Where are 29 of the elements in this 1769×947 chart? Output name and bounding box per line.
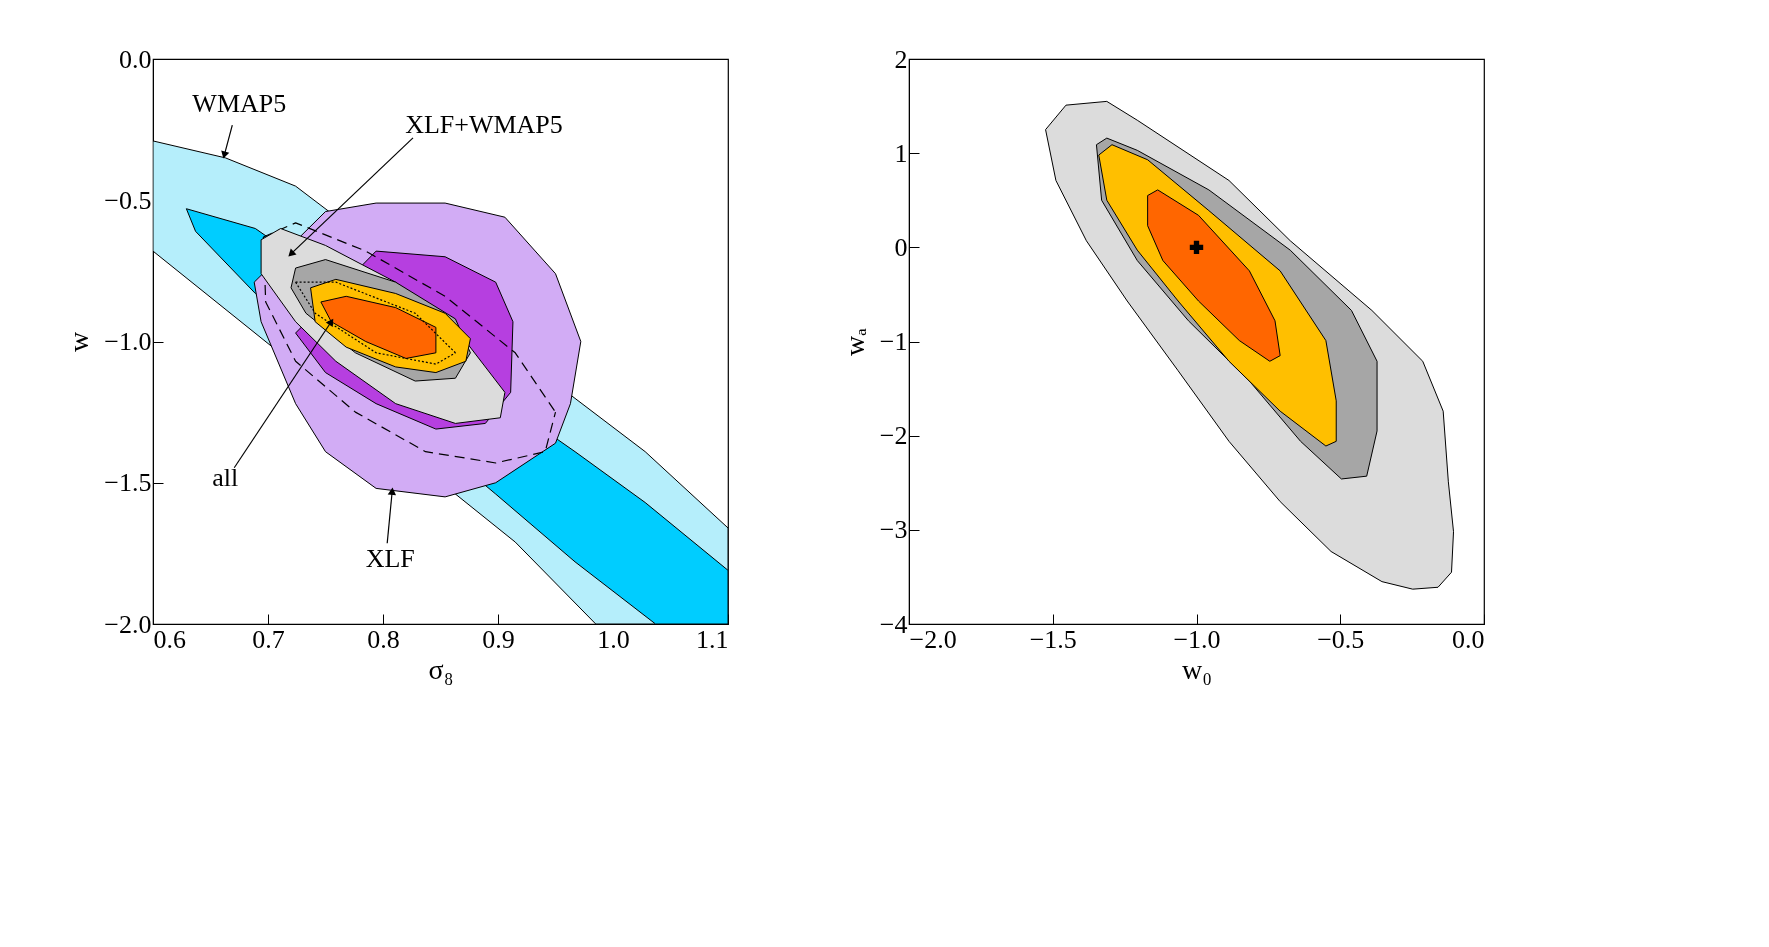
x-tick-label: 0.0	[1452, 624, 1485, 654]
x-axis-title: σ₈	[428, 653, 454, 685]
x-tick-label: 1.1	[696, 624, 729, 654]
y-axis-title: w	[63, 331, 95, 353]
y-tick-label: −1.5	[104, 468, 152, 498]
x-tick-label: 0.7	[252, 624, 285, 654]
x-tick-label: −1.5	[1029, 624, 1077, 654]
y-tick-label: −3	[879, 515, 908, 545]
annotation: all	[212, 462, 239, 492]
annotation: WMAP5	[192, 89, 287, 119]
y-tick-label: −1.0	[104, 327, 152, 356]
y-tick-label: 2	[894, 44, 908, 74]
x-tick-label: 0.6	[153, 624, 186, 654]
y-tick-label: −2	[879, 421, 908, 451]
y-tick-label: −1	[879, 327, 908, 356]
annotation: XLF+WMAP5	[405, 109, 563, 139]
annotation: XLF	[365, 544, 415, 574]
y-axis-title: wₐ	[838, 327, 870, 356]
y-tick-label: −4	[879, 609, 908, 639]
y-tick-label: 1	[894, 138, 908, 168]
x-tick-label: 1.0	[597, 624, 630, 654]
x-axis-title: w₀	[1182, 653, 1212, 685]
x-tick-label: 0.8	[367, 624, 400, 654]
y-tick-label: 0	[894, 232, 908, 262]
x-tick-label: −1.0	[1173, 624, 1221, 654]
x-tick-label: 0.9	[482, 624, 515, 654]
x-tick-label: −0.5	[1317, 624, 1365, 654]
y-tick-label: −0.5	[104, 185, 152, 215]
y-tick-label: 0.0	[119, 44, 152, 74]
